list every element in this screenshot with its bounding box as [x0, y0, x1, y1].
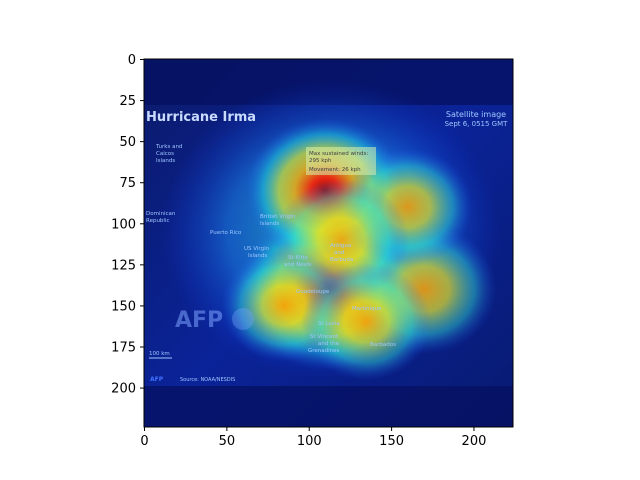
- label-usvi-2: Islands: [248, 253, 267, 259]
- scale-label: 100 km: [149, 351, 170, 357]
- x-tick-label: 100: [297, 434, 322, 449]
- plot-axes: Hurricane Irma Satellite image Sept 6, 0…: [111, 53, 513, 449]
- label-dominican-2: Republic: [146, 218, 170, 224]
- image-title: Hurricane Irma: [146, 110, 256, 125]
- x-tick-label: 50: [219, 434, 236, 449]
- x-tick-label: 150: [379, 434, 404, 449]
- source-label: Source: NOAA/NESDIS: [180, 377, 235, 383]
- label-bvi-1: British Virgin: [260, 214, 296, 220]
- label-guadeloupe: Guadeloupe: [296, 289, 330, 295]
- label-stvincent-2: and the: [318, 341, 340, 347]
- label-usvi-1: US Virgin: [244, 246, 270, 252]
- info-line2: 295 kph: [309, 158, 332, 164]
- satellite-line1: Satellite image: [446, 110, 506, 119]
- y-axis: 0 25 50 75 100 125 150 175 200: [111, 53, 144, 397]
- y-tick-label: 100: [111, 217, 136, 232]
- label-martinique: Martinique: [352, 306, 382, 312]
- x-tick-label: 0: [140, 434, 148, 449]
- label-bvi-2: Islands: [260, 221, 279, 227]
- bottom-band: [144, 386, 513, 427]
- afp-watermark-circle: [232, 308, 254, 330]
- x-tick-label: 200: [462, 434, 487, 449]
- y-tick-label: 175: [111, 341, 136, 356]
- info-line1: Max sustained winds:: [309, 151, 368, 157]
- label-turks-3: Islands: [156, 158, 175, 164]
- y-tick-label: 150: [111, 299, 136, 314]
- y-tick-label: 200: [111, 382, 136, 397]
- y-tick-label: 75: [119, 176, 136, 191]
- y-tick-label: 50: [119, 135, 136, 150]
- label-stvincent-1: St Vincent: [310, 334, 339, 340]
- y-tick-label: 125: [111, 258, 136, 273]
- afp-small-logo: AFP: [150, 376, 164, 383]
- label-antigua-3: Barbuda: [330, 257, 353, 263]
- label-stvincent-3: Grenadines: [308, 348, 340, 354]
- y-tick-label: 0: [128, 53, 136, 68]
- label-st-lucia: St Lucia: [318, 321, 340, 327]
- label-barbados: Barbados: [370, 342, 396, 348]
- satellite-line2: Sept 6, 0515 GMT: [445, 120, 509, 128]
- label-stkitts-2: and Nevis: [284, 262, 311, 268]
- label-puerto-rico: Puerto Rico: [210, 230, 242, 236]
- label-turks-1: Turks and: [155, 144, 182, 150]
- label-antigua-2: and: [334, 250, 344, 256]
- image-area: Hurricane Irma Satellite image Sept 6, 0…: [144, 59, 513, 427]
- info-line3: Movement: 26 kph: [309, 167, 361, 173]
- label-stkitts-1: St Kitts: [288, 255, 308, 261]
- x-axis: 0 50 100 150 200: [140, 427, 486, 449]
- label-turks-2: Caicos: [156, 151, 174, 157]
- y-tick-label: 25: [119, 94, 136, 109]
- afp-watermark: AFP: [175, 308, 223, 333]
- label-antigua-1: Antigua: [330, 243, 351, 249]
- label-dominican-1: Dominican: [146, 211, 176, 217]
